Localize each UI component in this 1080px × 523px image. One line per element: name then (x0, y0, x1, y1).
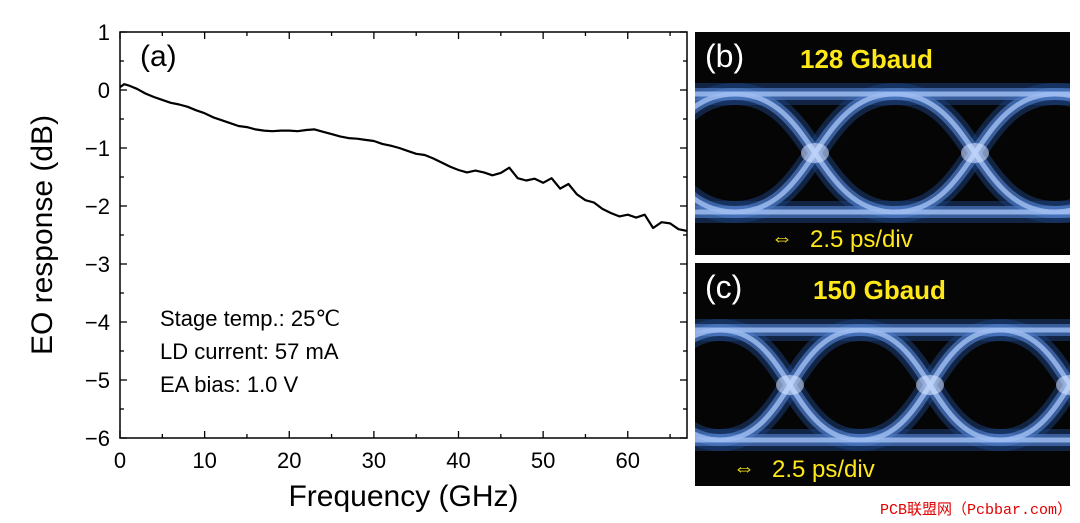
eye-trace (1054, 83, 1070, 108)
x-axis-label: Frequency (GHz) (288, 480, 518, 513)
eye-trace (695, 421, 721, 451)
eye-trace (1054, 207, 1070, 215)
eye-traces-c (695, 319, 1070, 451)
eye-trace (695, 431, 721, 443)
time-scale-label-c: 2.5 ps/div (772, 456, 875, 483)
eye-crossing (801, 143, 829, 163)
eye-diagram-panel-b: (b) 128 Gbaud ⇔ 2.5 ps/div (695, 32, 1070, 255)
eye-diagram-panel-c: (c) 150 Gbaud ⇔ 2.5 ps/div (695, 263, 1070, 486)
annotation-ld-current: LD current: 57 mA (160, 339, 339, 364)
watermark: PCB联盟网（Pcbbar.com） (879, 502, 1072, 519)
eye-trace (695, 91, 736, 110)
eye-crossing (916, 375, 944, 395)
y-tick-label: −6 (85, 426, 110, 451)
eye-trace (999, 380, 1070, 443)
double-arrow-icon: ⇔ (771, 225, 793, 250)
panel-label-a: (a) (140, 40, 177, 73)
eye-trace (1054, 204, 1070, 218)
eye-diagram-c (695, 319, 1070, 451)
y-tick-label: −4 (85, 310, 110, 335)
y-tick-label: −2 (85, 194, 110, 219)
y-tick-label: 0 (98, 78, 110, 103)
axis-ticks (119, 31, 687, 439)
time-scale-label-b: 2.5 ps/div (810, 226, 913, 253)
eye-trace (695, 319, 721, 349)
eye-crossing (961, 143, 989, 163)
eye-trace (1054, 91, 1070, 99)
y-tick-label: −5 (85, 368, 110, 393)
y-tick-label: 1 (98, 20, 110, 45)
x-tick-label: 60 (616, 448, 640, 473)
x-tick-label: 50 (531, 448, 555, 473)
x-tick-label: 30 (362, 448, 386, 473)
annotation-ea-bias: EA bias: 1.0 V (160, 372, 299, 397)
eye-trace (999, 327, 1070, 390)
annotation-stage-temp: Stage temp.: 25℃ (160, 306, 340, 331)
baud-rate-label-b: 128 Gbaud (800, 44, 933, 74)
double-arrow-icon: ⇔ (733, 455, 755, 480)
eye-trace (1054, 198, 1070, 223)
eye-crossing (776, 375, 804, 395)
eye-trace (695, 327, 721, 339)
x-tick-label: 40 (446, 448, 470, 473)
eye-diagram-b (695, 83, 1070, 223)
y-axis-label: EO response (dB) (26, 115, 59, 355)
y-tick-label: −1 (85, 136, 110, 161)
baud-rate-label-c: 150 Gbaud (813, 275, 946, 305)
eye-trace (1054, 88, 1070, 102)
eye-traces-b (695, 83, 1070, 223)
eye-trace (695, 427, 721, 446)
y-tick-label: −3 (85, 252, 110, 277)
eye-trace (695, 324, 721, 343)
x-tick-label: 0 (114, 448, 126, 473)
x-tick-label: 10 (192, 448, 216, 473)
eye-crossing (1056, 375, 1070, 395)
series-line-eo-response (119, 83, 688, 232)
panel-label-b: (b) (705, 38, 745, 74)
panel-label-c: (c) (705, 269, 743, 305)
eye-trace (695, 196, 736, 215)
x-tick-label: 20 (277, 448, 301, 473)
